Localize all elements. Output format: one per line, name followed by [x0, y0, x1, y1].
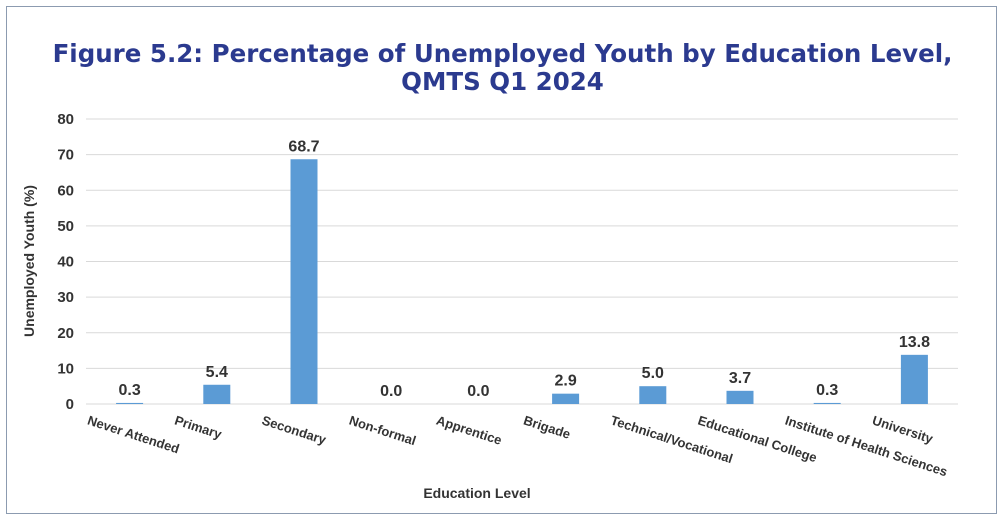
data-label: 13.8	[899, 334, 930, 351]
data-label: 0.0	[380, 383, 402, 400]
x-tick-label: University	[870, 413, 935, 447]
bar	[203, 384, 231, 404]
x-tick-label: Never Attended	[86, 413, 182, 457]
bar	[552, 393, 580, 404]
bar	[639, 386, 667, 404]
bar	[116, 402, 144, 404]
x-tick-label: Institute of Health Sciences	[783, 413, 949, 480]
chart-title-line-2: QMTS Q1 2024	[401, 67, 604, 96]
y-tick-label: 60	[57, 182, 74, 199]
y-tick-label: 10	[57, 360, 74, 377]
chart-title: Figure 5.2: Percentage of Unemployed You…	[0, 40, 1005, 96]
data-label: 2.9	[554, 373, 576, 390]
x-tick-label: Non-formal	[347, 413, 418, 449]
x-tick-label: Brigade	[522, 413, 573, 442]
y-tick-label: 40	[57, 254, 74, 271]
y-tick-label: 70	[57, 147, 74, 164]
data-label: 0.3	[816, 382, 838, 399]
x-tick-label: Secondary	[260, 413, 329, 448]
x-tick-label: Primary	[173, 413, 224, 442]
y-tick-label: 0	[66, 396, 74, 413]
data-label: 68.7	[288, 138, 319, 155]
y-tick-label: 80	[57, 111, 74, 128]
gridlines	[86, 118, 958, 405]
x-axis-title: Education Level	[423, 485, 530, 501]
y-axis-title: Unemployed Youth (%)	[21, 185, 37, 337]
x-tick-label: Apprentice	[434, 413, 503, 448]
bars	[116, 159, 928, 404]
chart-frame	[6, 6, 997, 514]
bar	[726, 390, 754, 404]
bar	[900, 354, 928, 404]
y-tick-label: 50	[57, 218, 74, 235]
y-tick-label: 20	[57, 325, 74, 342]
data-label: 0.0	[467, 383, 489, 400]
data-label: 3.7	[729, 370, 751, 387]
data-label: 5.0	[642, 365, 664, 382]
bar	[290, 159, 318, 404]
y-tick-label: 30	[57, 289, 74, 306]
chart-title-line-1: Figure 5.2: Percentage of Unemployed You…	[52, 39, 953, 68]
bar	[813, 402, 841, 404]
data-labels: 0.3 5.4 68.7 0.0 0.0 2.9 5.0 3.7 0.3 13.8	[118, 138, 930, 400]
y-axis-ticks: 0 10 20 30 40 50 60 70 80	[57, 111, 74, 413]
data-label: 5.4	[206, 364, 228, 381]
data-label: 0.3	[118, 382, 140, 399]
